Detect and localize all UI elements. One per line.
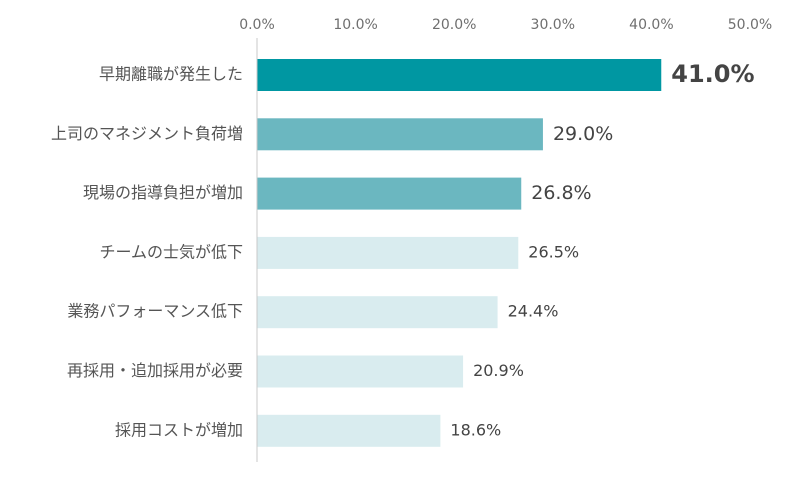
category-label: 早期離職が発生した <box>99 65 243 84</box>
x-tick-label: 10.0% <box>333 17 377 33</box>
category-label: 現場の指導負担が増加 <box>83 183 243 202</box>
bar <box>257 414 441 447</box>
category-label: 採用コストが増加 <box>115 420 243 439</box>
value-labels: 41.0% 29.0% 26.8% 26.5% 24.4% 20.9% 18.6% <box>450 60 754 439</box>
value-label: 20.9% <box>473 361 524 380</box>
value-label: 18.6% <box>450 420 501 439</box>
category-label: 業務パフォーマンス低下 <box>67 302 243 321</box>
x-tick-label: 0.0% <box>239 17 275 33</box>
value-label: 24.4% <box>508 302 559 321</box>
category-label: チームの士気が低下 <box>99 242 243 261</box>
bars <box>257 59 662 447</box>
value-label: 29.0% <box>553 123 613 145</box>
x-tick-label: 30.0% <box>531 17 575 33</box>
x-axis-ticks: 0.0% 10.0% 20.0% 30.0% 40.0% 50.0% <box>239 17 772 33</box>
value-label: 41.0% <box>671 60 754 88</box>
bar <box>257 177 522 210</box>
x-tick-label: 20.0% <box>432 17 476 33</box>
category-label: 再採用・追加採用が必要 <box>67 361 243 380</box>
x-tick-label: 50.0% <box>728 17 772 33</box>
bar <box>257 236 519 269</box>
category-labels: 早期離職が発生した上司のマネジメント負荷増現場の指導負担が増加チームの士気が低下… <box>51 65 243 440</box>
category-label: 上司のマネジメント負荷増 <box>51 124 243 143</box>
value-label: 26.5% <box>528 242 579 261</box>
x-tick-label: 40.0% <box>629 17 673 33</box>
bar <box>257 118 543 151</box>
bar <box>257 296 498 329</box>
value-label: 26.8% <box>531 182 591 204</box>
bar <box>257 355 464 388</box>
bar <box>257 59 662 91</box>
